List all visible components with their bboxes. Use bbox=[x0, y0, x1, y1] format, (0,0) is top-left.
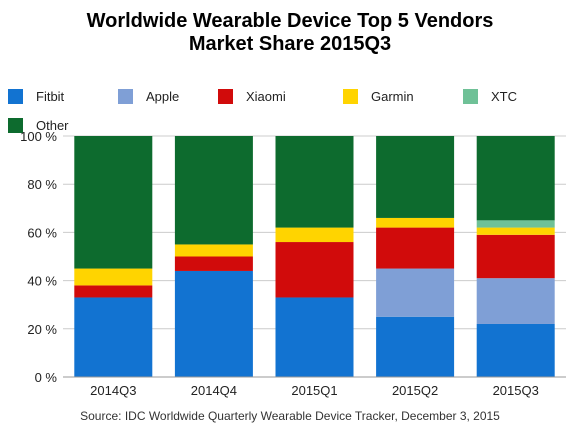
legend-label-fitbit: Fitbit bbox=[36, 89, 65, 104]
bar-segment-xtc-2015q3 bbox=[476, 220, 555, 228]
legend-label-other: Other bbox=[36, 118, 69, 133]
bar-segment-fitbit-2015q1 bbox=[275, 297, 354, 377]
bar-segment-fitbit-2014q3 bbox=[74, 297, 153, 377]
bar-segment-xiaomi-2015q1 bbox=[275, 242, 354, 298]
bar-segment-garmin-2014q4 bbox=[174, 244, 253, 257]
bar-segment-garmin-2015q1 bbox=[275, 227, 354, 243]
legend-swatch-other bbox=[8, 118, 23, 133]
chart-title-line2: Market Share 2015Q3 bbox=[188, 33, 392, 55]
legend-label-xiaomi: Xiaomi bbox=[246, 89, 286, 104]
chart-title-line1: Worldwide Wearable Device Top 5 Vendors bbox=[86, 10, 494, 32]
bar-segment-garmin-2014q3 bbox=[74, 268, 153, 286]
bar-segment-garmin-2015q2 bbox=[376, 217, 455, 228]
legend-swatch-fitbit bbox=[8, 89, 23, 104]
y-tick-label: 60 % bbox=[27, 225, 57, 240]
bar-segment-xiaomi-2014q3 bbox=[74, 285, 153, 298]
bar-segment-fitbit-2014q4 bbox=[174, 270, 253, 377]
bar-segment-xiaomi-2015q3 bbox=[476, 234, 555, 279]
legend-swatch-garmin bbox=[343, 89, 358, 104]
bar-segment-fitbit-2015q3 bbox=[476, 323, 555, 377]
y-tick-label: 40 % bbox=[27, 274, 57, 289]
bar-segment-other-2014q3 bbox=[74, 136, 153, 269]
bar-segment-other-2015q2 bbox=[376, 136, 455, 218]
legend-swatch-xtc bbox=[463, 89, 478, 104]
legend-swatch-xiaomi bbox=[218, 89, 233, 104]
y-tick-label: 20 % bbox=[27, 322, 57, 337]
bar-segment-other-2014q4 bbox=[174, 136, 253, 245]
x-tick-label: 2015Q2 bbox=[392, 383, 438, 398]
bar-segment-xiaomi-2014q4 bbox=[174, 256, 253, 271]
x-tick-label: 2015Q1 bbox=[291, 383, 337, 398]
bar-segment-other-2015q1 bbox=[275, 136, 354, 228]
bar-segment-fitbit-2015q2 bbox=[376, 316, 455, 377]
bar-segment-garmin-2015q3 bbox=[476, 227, 555, 235]
legend-swatch-apple bbox=[118, 89, 133, 104]
bar-segment-other-2015q3 bbox=[476, 136, 555, 221]
bar-segment-apple-2015q3 bbox=[476, 278, 555, 324]
y-tick-label: 100 % bbox=[20, 129, 57, 144]
legend-label-garmin: Garmin bbox=[371, 89, 414, 104]
x-tick-label: 2014Q4 bbox=[191, 383, 237, 398]
bar-segment-xiaomi-2015q2 bbox=[376, 227, 455, 269]
chart-source: Source: IDC Worldwide Quarterly Wearable… bbox=[80, 409, 500, 423]
bar-segment-apple-2015q2 bbox=[376, 268, 455, 317]
x-tick-label: 2015Q3 bbox=[493, 383, 539, 398]
x-tick-label: 2014Q3 bbox=[90, 383, 136, 398]
legend-label-apple: Apple bbox=[146, 89, 180, 104]
legend-label-xtc: XTC bbox=[491, 89, 517, 104]
y-tick-label: 80 % bbox=[27, 177, 57, 192]
y-tick-label: 0 % bbox=[35, 370, 58, 385]
